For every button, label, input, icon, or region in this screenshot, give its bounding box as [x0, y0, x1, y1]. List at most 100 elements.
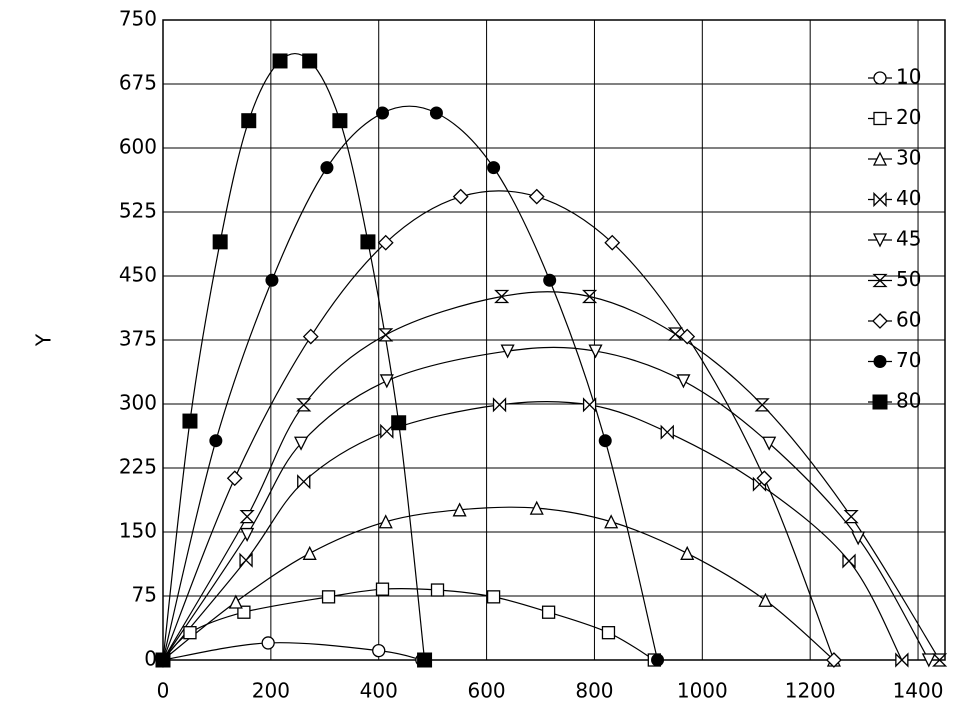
marker: [588, 344, 603, 359]
marker: [378, 328, 394, 342]
marker: [851, 531, 866, 546]
marker: [680, 545, 695, 560]
legend-label: 50: [896, 267, 921, 291]
marker: [528, 188, 545, 205]
legend-marker: [872, 313, 888, 329]
marker: [582, 397, 597, 413]
y-tick-label: 750: [119, 7, 157, 31]
marker: [676, 374, 691, 389]
y-tick-label: 600: [119, 135, 157, 159]
marker: [756, 470, 773, 487]
legend-marker: [873, 355, 887, 368]
marker: [321, 590, 336, 604]
marker: [212, 234, 228, 250]
legend-marker: [873, 111, 887, 126]
y-tick-label: 150: [119, 519, 157, 543]
marker: [667, 327, 683, 341]
y-tick-label: 525: [119, 199, 157, 223]
legend-label: 45: [896, 227, 921, 251]
series-line: [162, 642, 422, 661]
y-tick-label: 300: [119, 391, 157, 415]
y-tick-label: 225: [119, 455, 157, 479]
y-tick-label: 375: [119, 327, 157, 351]
series-line: [162, 190, 835, 661]
marker: [183, 626, 197, 640]
marker: [651, 653, 665, 667]
marker: [598, 434, 612, 448]
marker: [604, 514, 619, 529]
marker: [391, 415, 407, 431]
series-line: [162, 506, 835, 661]
marker: [492, 397, 507, 413]
marker: [209, 434, 223, 448]
y-axis-label: Y: [32, 333, 56, 347]
x-tick-label: 1000: [677, 679, 728, 703]
marker: [294, 436, 309, 451]
marker: [758, 592, 773, 607]
marker: [895, 652, 909, 668]
marker: [182, 413, 198, 429]
legend-marker: [872, 233, 888, 248]
marker: [240, 527, 255, 543]
marker: [302, 545, 317, 560]
marker: [261, 636, 275, 650]
series-line: [162, 588, 655, 661]
series-line: [162, 291, 941, 661]
x-tick-label: 400: [360, 679, 398, 703]
marker: [429, 106, 443, 120]
marker: [842, 553, 856, 569]
marker: [320, 161, 334, 175]
marker: [452, 188, 469, 205]
marker: [660, 424, 674, 440]
legend-label: 60: [896, 308, 921, 332]
x-tick-label: 200: [252, 679, 290, 703]
y-tick-label: 0: [144, 647, 157, 671]
marker: [582, 289, 598, 304]
marker: [529, 500, 544, 515]
marker: [297, 474, 311, 490]
marker: [601, 626, 616, 640]
y-tick-label: 75: [132, 583, 157, 607]
marker: [679, 328, 696, 345]
series-line: [162, 52, 426, 661]
marker: [377, 234, 394, 251]
marker: [375, 582, 390, 596]
marker: [375, 106, 389, 120]
marker: [487, 161, 501, 175]
legend-marker: [873, 191, 887, 208]
legend-label: 10: [896, 65, 921, 89]
marker: [360, 234, 376, 250]
marker: [302, 328, 319, 345]
legend-label: 20: [896, 105, 921, 129]
legend-marker: [872, 273, 888, 288]
legend-label: 40: [896, 186, 921, 210]
marker: [239, 509, 255, 524]
marker: [541, 605, 556, 619]
marker: [932, 653, 948, 667]
x-tick-label: 600: [467, 679, 505, 703]
marker: [417, 652, 433, 668]
legend-label: 30: [896, 146, 921, 170]
marker: [843, 509, 859, 524]
series-line: [162, 400, 903, 661]
marker: [762, 436, 777, 451]
marker: [378, 514, 393, 529]
marker: [239, 552, 253, 568]
legend-label: 70: [896, 348, 921, 372]
marker: [500, 344, 515, 359]
y-tick-label: 450: [119, 263, 157, 287]
y-tick-label: 675: [119, 71, 157, 95]
marker: [332, 113, 348, 129]
marker: [486, 590, 501, 604]
marker: [452, 502, 467, 517]
legend-marker: [873, 71, 887, 85]
x-tick-label: 800: [575, 679, 613, 703]
marker: [228, 594, 243, 609]
marker: [921, 653, 936, 668]
series-line: [162, 346, 930, 661]
marker: [226, 470, 243, 487]
marker: [155, 652, 171, 668]
marker: [237, 605, 251, 619]
